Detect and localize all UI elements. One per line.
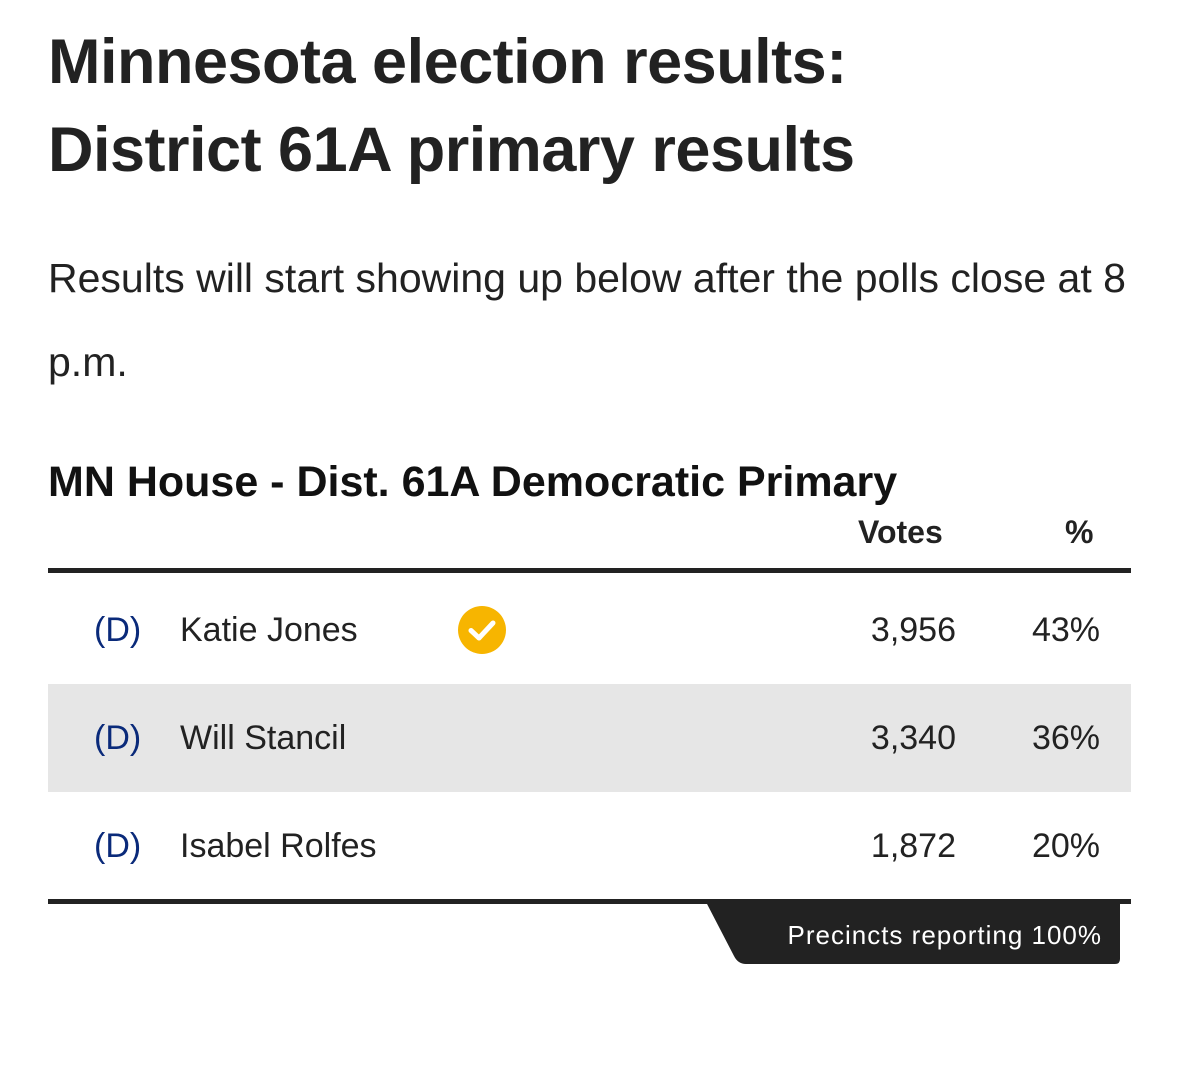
party-label: (D): [94, 827, 142, 865]
candidate-percent: 20%: [1031, 827, 1100, 865]
percent-column-header: %: [1065, 514, 1094, 550]
party-label: (D): [94, 611, 142, 649]
check-circle-icon: [458, 606, 506, 654]
intro-text: Results will start showing up below afte…: [48, 255, 1126, 385]
race-title: MN House - Dist. 61A Democratic Primary: [48, 458, 898, 506]
candidate-name: Katie Jones: [180, 611, 358, 649]
table-bottom-rule: [48, 899, 1131, 904]
precincts-tab-shape: [706, 902, 1120, 964]
candidate-name: Will Stancil: [180, 719, 347, 757]
candidate-row: (D) Katie Jones 3,956 43%: [48, 576, 1131, 684]
candidate-row: (D) Isabel Rolfes 1,872 20%: [48, 792, 1131, 900]
page-title: Minnesota election results: District 61A…: [48, 18, 1138, 194]
candidate-votes: 3,956: [870, 611, 956, 649]
candidate-percent: 43%: [1031, 611, 1100, 649]
party-label: (D): [94, 719, 142, 757]
candidate-votes: 3,340: [870, 719, 956, 757]
precincts-reporting-text: Precincts reporting 100%: [787, 920, 1102, 950]
candidate-percent: 36%: [1031, 719, 1100, 757]
page-title-line2: District 61A primary results: [48, 115, 855, 185]
votes-column-header: Votes: [858, 514, 943, 550]
precincts-reporting-badge: Precincts reporting 100%: [706, 902, 1120, 964]
candidate-row: (D) Will Stancil 3,340 36%: [48, 684, 1131, 792]
candidate-votes: 1,872: [870, 827, 956, 865]
table-top-rule: [48, 568, 1131, 573]
page-title-line1: Minnesota election results:: [48, 27, 847, 97]
candidate-name: Isabel Rolfes: [180, 827, 377, 865]
